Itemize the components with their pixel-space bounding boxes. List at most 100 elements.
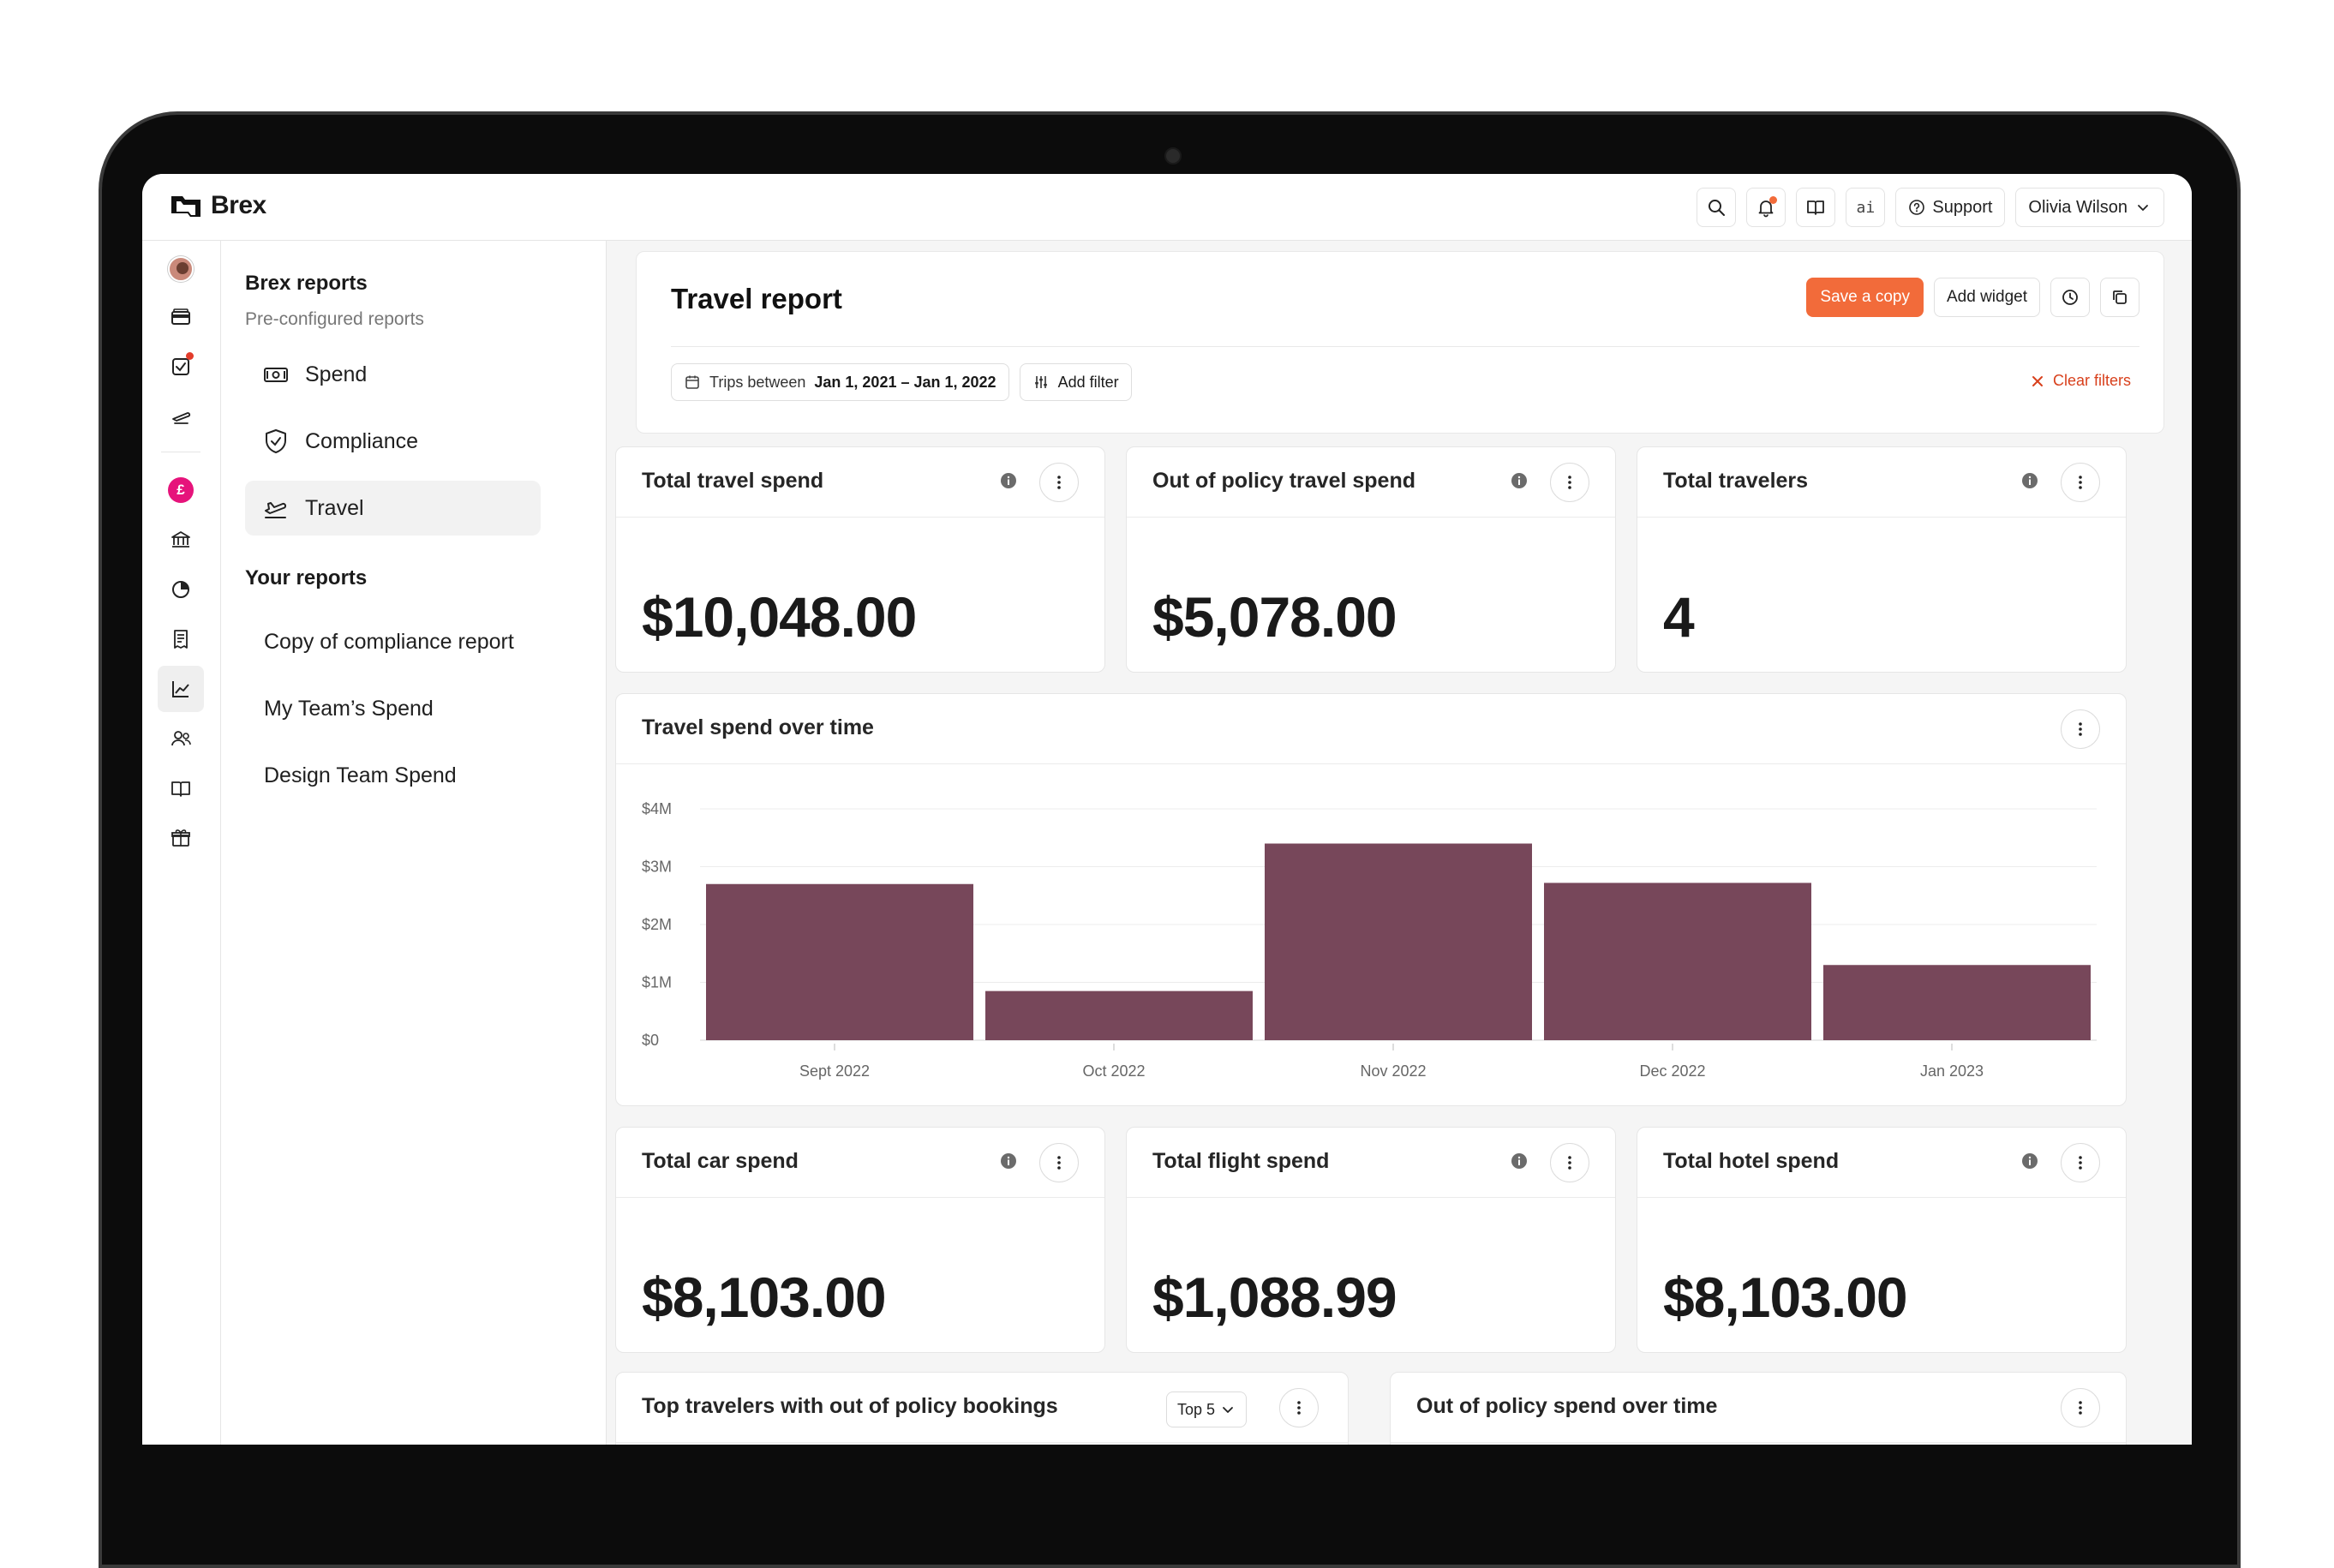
nav-item-compliance[interactable]: Compliance bbox=[245, 414, 541, 469]
rail-pink-app[interactable]: £ bbox=[158, 467, 204, 513]
stat-card-out-of-policy-spend: Out of policy travel spend $5,078.00 bbox=[1126, 446, 1616, 673]
clear-filters-label: Clear filters bbox=[2052, 372, 2131, 389]
rail-banking[interactable] bbox=[158, 517, 204, 563]
save-copy-button[interactable]: Save a copy bbox=[1806, 278, 1924, 317]
x-tick-label: Dec 2022 bbox=[1639, 1062, 1705, 1080]
sliders-icon bbox=[1034, 376, 1047, 388]
info-icon[interactable] bbox=[2020, 1152, 2039, 1170]
support-button[interactable]: Support bbox=[1895, 188, 2006, 227]
info-icon[interactable] bbox=[999, 471, 1018, 490]
rail-learn[interactable] bbox=[158, 765, 204, 811]
bar bbox=[706, 883, 973, 1040]
search-button[interactable] bbox=[1697, 188, 1737, 227]
more-vertical-icon bbox=[1057, 476, 1061, 489]
card-menu-button[interactable] bbox=[2061, 1143, 2100, 1182]
date-filter-chip[interactable]: Trips between Jan 1, 2021 – Jan 1, 2022 bbox=[671, 363, 1009, 401]
book-open-icon bbox=[171, 781, 190, 797]
filter-label: Trips between bbox=[709, 373, 806, 391]
rail-tasks[interactable] bbox=[158, 344, 204, 390]
plane-icon bbox=[265, 502, 287, 518]
support-label: Support bbox=[1932, 197, 1993, 217]
notifications-button[interactable] bbox=[1746, 188, 1786, 227]
card-out-of-policy-over-time: Out of policy spend over time bbox=[1390, 1372, 2127, 1445]
nav-item-travel[interactable]: Travel bbox=[245, 481, 541, 536]
card-header: Total travel spend bbox=[616, 447, 1104, 518]
top-n-select[interactable]: Top 5 bbox=[1166, 1391, 1248, 1427]
info-icon[interactable] bbox=[999, 1152, 1018, 1170]
bell-icon bbox=[1758, 200, 1774, 218]
top-actions: ai Support Olivia Wilson bbox=[1697, 188, 2164, 227]
rail-team[interactable] bbox=[158, 715, 204, 762]
copy-icon bbox=[2113, 290, 2127, 304]
clock-icon bbox=[2062, 290, 2078, 305]
rail-cards[interactable] bbox=[158, 294, 204, 340]
report-header: Travel report Save a copy Add widget Tri… bbox=[636, 251, 2164, 434]
more-vertical-icon bbox=[2079, 1401, 2082, 1415]
history-button[interactable] bbox=[2050, 278, 2090, 317]
card-menu-button[interactable] bbox=[1550, 463, 1589, 502]
card-menu-button[interactable] bbox=[1039, 1143, 1079, 1182]
add-widget-button[interactable]: Add widget bbox=[1933, 278, 2040, 317]
card-title: Total flight spend bbox=[1152, 1149, 1330, 1173]
search-icon bbox=[1709, 200, 1726, 216]
card-title: Out of policy spend over time bbox=[1416, 1394, 1718, 1418]
camera-icon bbox=[1164, 147, 1182, 165]
card-top-travelers: Top travelers with out of policy booking… bbox=[615, 1372, 1349, 1445]
rail-rewards[interactable] bbox=[158, 815, 204, 861]
y-tick-label: $1M bbox=[642, 974, 672, 991]
card-menu-button[interactable] bbox=[1039, 463, 1079, 502]
notification-dot bbox=[1769, 196, 1778, 204]
card-header: Top travelers with out of policy booking… bbox=[616, 1373, 1348, 1443]
docs-button[interactable] bbox=[1796, 188, 1836, 227]
x-tick-label: Sept 2022 bbox=[799, 1062, 870, 1080]
nav-item-spend[interactable]: Spend bbox=[245, 347, 541, 402]
card-menu-button[interactable] bbox=[2061, 1388, 2100, 1427]
info-icon[interactable] bbox=[2020, 471, 2039, 490]
clear-filters-button[interactable]: Clear filters bbox=[2029, 372, 2131, 390]
card-header: Total flight spend bbox=[1127, 1128, 1615, 1198]
stat-card-total-car-spend: Total car spend $8,103.00 bbox=[615, 1127, 1105, 1353]
info-icon[interactable] bbox=[1510, 471, 1529, 490]
chevron-down-icon bbox=[2138, 205, 2148, 211]
card-menu-button[interactable] bbox=[1550, 1143, 1589, 1182]
card-menu-button[interactable] bbox=[2061, 709, 2100, 749]
brex-reports-subtitle: Pre-configured reports bbox=[245, 309, 424, 329]
chevron-down-icon bbox=[1223, 1407, 1233, 1413]
nav-item-report[interactable]: My Team’s Spend bbox=[245, 681, 541, 736]
user-name: Olivia Wilson bbox=[2028, 197, 2128, 217]
card-title: Top travelers with out of policy booking… bbox=[642, 1394, 1058, 1418]
book-open-icon bbox=[1807, 200, 1825, 215]
bar bbox=[1544, 883, 1811, 1040]
ai-assistant-button[interactable]: ai bbox=[1846, 188, 1886, 227]
nav-item-label: My Team’s Spend bbox=[264, 696, 434, 721]
line-chart-icon bbox=[172, 681, 189, 697]
stat-card-total-flight-spend: Total flight spend $1,088.99 bbox=[1126, 1127, 1616, 1353]
ai-icon: ai bbox=[1856, 198, 1876, 217]
top-bar: Brex ai Support Olivia Wilson bbox=[142, 174, 2192, 241]
stat-card-total-travel-spend: Total travel spend $10,048.00 bbox=[615, 446, 1105, 673]
add-filter-button[interactable]: Add filter bbox=[1019, 363, 1132, 401]
cash-icon bbox=[264, 368, 288, 382]
nav-item-report[interactable]: Copy of compliance report bbox=[245, 614, 541, 669]
user-menu-button[interactable]: Olivia Wilson bbox=[2015, 188, 2164, 227]
rail-travel[interactable] bbox=[158, 393, 204, 440]
rail-budgets[interactable] bbox=[158, 566, 204, 613]
card-menu-button[interactable] bbox=[1279, 1388, 1319, 1427]
filter-value: Jan 1, 2021 – Jan 1, 2022 bbox=[814, 373, 996, 391]
more-vertical-icon bbox=[2079, 1156, 2082, 1170]
brand-logo[interactable]: Brex bbox=[170, 191, 266, 220]
app-screen: Brex ai Support Olivia Wilson bbox=[142, 174, 2192, 1445]
x-tick-label: Nov 2022 bbox=[1360, 1062, 1426, 1080]
rail-profile[interactable] bbox=[158, 246, 204, 292]
card-menu-button[interactable] bbox=[2061, 463, 2100, 502]
gift-icon bbox=[171, 829, 190, 847]
rail-reports[interactable] bbox=[158, 666, 204, 712]
info-icon[interactable] bbox=[1510, 1152, 1529, 1170]
rail-bills[interactable] bbox=[158, 616, 204, 662]
brex-reports-heading: Brex reports bbox=[245, 272, 368, 295]
nav-item-report[interactable]: Design Team Spend bbox=[245, 748, 541, 803]
bar bbox=[1823, 965, 2091, 1040]
bar bbox=[1265, 843, 1532, 1040]
card-title: Total travel spend bbox=[642, 469, 824, 493]
duplicate-button[interactable] bbox=[2100, 278, 2140, 317]
